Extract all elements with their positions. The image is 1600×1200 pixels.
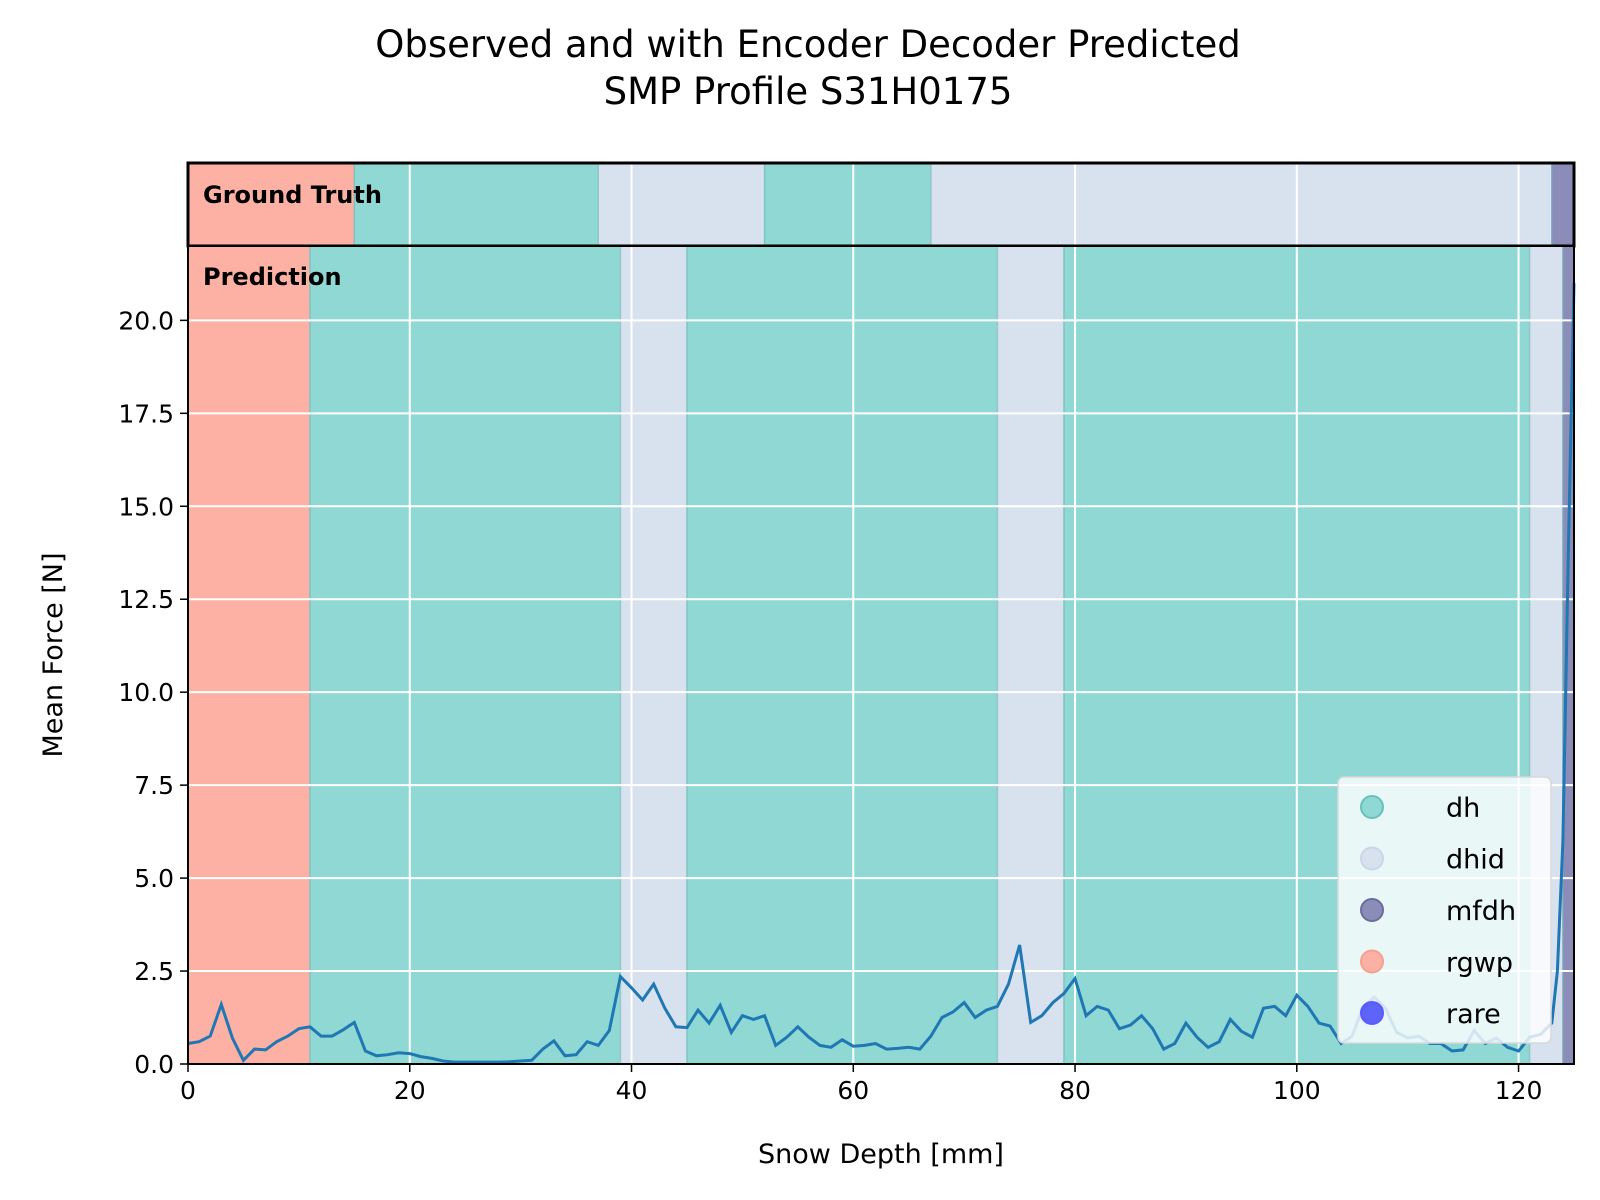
legend-label-mfdh: mfdh — [1446, 896, 1516, 927]
legend-label-dhid: dhid — [1446, 845, 1505, 876]
ground-truth-segment-dh — [764, 162, 932, 247]
prediction-segment-dhid — [996, 245, 1065, 1065]
y-tick-label: 5.0 — [134, 864, 174, 893]
legend-box — [1337, 776, 1552, 1044]
x-tick-label: 120 — [1495, 1076, 1543, 1105]
y-tick-label: 12.5 — [118, 585, 174, 614]
x-axis-label: Snow Depth [mm] — [758, 1139, 1004, 1170]
prediction-segment-rgwp — [187, 245, 311, 1065]
ground-truth-segment-rgwp — [187, 162, 355, 247]
y-axis: 0.0 2.5 5.0 7.5 10.0 12.5 15.0 17.5 20.0 — [118, 306, 188, 1079]
ground-truth-segment-mfdh — [1551, 162, 1575, 247]
ground-truth-label: Ground Truth — [203, 181, 382, 209]
legend-label-dh: dh — [1446, 793, 1480, 824]
legend-marker-dhid — [1360, 846, 1384, 871]
y-tick-label: 0.0 — [134, 1050, 174, 1079]
y-tick-label: 20.0 — [118, 306, 174, 335]
legend-marker-rare — [1360, 1001, 1384, 1025]
y-tick-label: 17.5 — [118, 399, 174, 428]
legend-label-rare: rare — [1446, 999, 1501, 1030]
chart-title: Observed and with Encoder Decoder Predic… — [375, 23, 1241, 66]
y-axis-label: Mean Force [N] — [38, 552, 69, 757]
chart-subtitle: SMP Profile S31H0175 — [604, 70, 1013, 113]
x-tick-label: 100 — [1273, 1076, 1321, 1105]
legend-marker-dh — [1360, 795, 1384, 819]
ground-truth-segment-dh — [353, 162, 599, 247]
prediction-label: Prediction — [203, 263, 342, 291]
y-tick-label: 2.5 — [134, 957, 174, 986]
ground-truth-segment-dhid — [930, 162, 1553, 247]
prediction-segment-dh — [309, 245, 621, 1065]
y-tick-label: 15.0 — [118, 492, 174, 521]
x-tick-label: 80 — [1059, 1076, 1091, 1105]
prediction-panel: Prediction — [187, 245, 1576, 1065]
legend: dh dhid mfdh rgwp rare — [1337, 776, 1552, 1044]
prediction-segment-dhid — [619, 245, 688, 1065]
ground-truth-panel: Ground Truth — [186, 161, 1576, 248]
y-tick-label: 7.5 — [134, 771, 174, 800]
x-tick-label: 20 — [394, 1076, 426, 1105]
prediction-segment-dh — [686, 245, 998, 1065]
legend-marker-rgwp — [1360, 949, 1384, 974]
prediction-panel-frame — [187, 245, 1575, 1065]
legend-marker-mfdh — [1360, 898, 1384, 922]
y-tick-label: 10.0 — [118, 678, 174, 707]
x-tick-label: 60 — [837, 1076, 869, 1105]
x-tick-label: 0 — [180, 1076, 196, 1105]
x-tick-label: 40 — [616, 1076, 648, 1105]
legend-label-rgwp: rgwp — [1446, 948, 1513, 979]
ground-truth-segment-dhid — [597, 162, 766, 247]
x-axis: 0 20 40 60 80 100 120 — [180, 1064, 1542, 1105]
